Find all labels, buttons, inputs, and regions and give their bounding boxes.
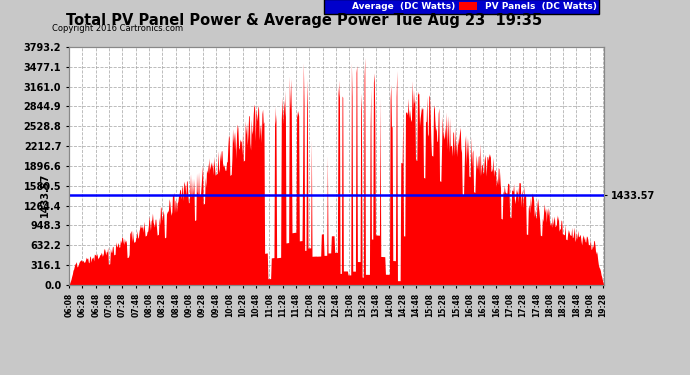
Legend: Average  (DC Watts), PV Panels  (DC Watts): Average (DC Watts), PV Panels (DC Watts) xyxy=(324,0,599,13)
Text: Copyright 2016 Cartronics.com: Copyright 2016 Cartronics.com xyxy=(52,24,183,33)
Text: 1433.57: 1433.57 xyxy=(40,173,50,217)
Text: Total PV Panel Power & Average Power Tue Aug 23  19:35: Total PV Panel Power & Average Power Tue… xyxy=(66,13,542,28)
